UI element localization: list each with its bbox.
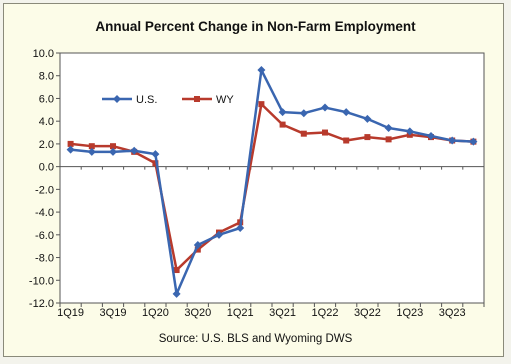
y-tick-label: -6.0: [35, 230, 54, 242]
x-tick-label: 1Q20: [142, 307, 169, 319]
x-tick-label: 3Q21: [269, 307, 296, 319]
x-tick-label: 1Q23: [396, 307, 423, 319]
x-tick-label: 3Q22: [354, 307, 381, 319]
data-point-wy: [110, 143, 116, 150]
data-point-wy: [258, 101, 265, 108]
data-point-us: [342, 108, 351, 117]
data-point-us: [405, 127, 414, 136]
data-point-us: [109, 147, 117, 156]
data-point-us: [215, 230, 223, 239]
data-point-us: [363, 114, 372, 123]
data-point-us: [87, 147, 96, 156]
y-tick-label: 0.0: [39, 162, 54, 174]
y-tick-label: 4.0: [39, 116, 54, 128]
data-point-us: [448, 136, 457, 145]
x-tick-label: 3Q19: [100, 307, 127, 319]
plot-area: [59, 52, 485, 304]
data-point-wy: [364, 134, 371, 141]
data-point-wy: [194, 246, 201, 253]
series-line-us: [70, 68, 474, 296]
data-point-wy: [152, 160, 159, 167]
y-tick-label: -2.0: [35, 184, 54, 196]
legend-marker: [113, 95, 121, 103]
data-point-wy: [67, 140, 74, 147]
data-point-us: [66, 145, 75, 154]
data-point-us: [299, 109, 308, 118]
y-tick-label: -4.0: [35, 207, 54, 219]
data-point-wy: [88, 143, 95, 150]
x-tick-label: 1Q21: [227, 307, 254, 319]
data-point-us: [321, 103, 329, 112]
data-point-wy: [279, 121, 286, 128]
data-point-us: [469, 137, 478, 146]
x-tick-label: 1Q19: [57, 307, 84, 319]
data-point-wy: [343, 137, 350, 144]
x-tick-label: 3Q20: [184, 307, 211, 319]
x-tick-label: 3Q23: [439, 307, 466, 319]
series-line-wy: [70, 102, 474, 272]
data-point-wy: [173, 267, 180, 274]
y-tick-label: 10.0: [33, 48, 54, 60]
data-point-us: [151, 150, 160, 159]
data-point-wy: [322, 129, 328, 136]
y-tick-label: 6.0: [39, 93, 54, 105]
legend-label: WY: [216, 94, 234, 106]
y-tick-label: -12.0: [29, 298, 54, 310]
data-point-us: [257, 66, 266, 75]
data-point-wy: [385, 136, 392, 143]
data-point-us: [278, 108, 287, 117]
data-point-us: [193, 241, 202, 250]
y-tick-label: -10.0: [29, 275, 54, 287]
y-tick-label: -8.0: [35, 253, 54, 265]
chart-title: Annual Percent Change in Non-Farm Employ…: [95, 19, 416, 34]
chart-source: Source: U.S. BLS and Wyoming DWS: [158, 333, 353, 345]
legend-label: U.S.: [136, 94, 157, 106]
data-point-wy: [300, 130, 307, 137]
data-point-us: [236, 224, 245, 232]
y-tick-label: 2.0: [39, 139, 54, 151]
legend-marker: [194, 96, 200, 102]
data-point-us: [130, 146, 139, 155]
x-tick-label: 1Q22: [312, 307, 339, 319]
data-point-us: [172, 289, 181, 298]
data-point-us: [427, 131, 435, 140]
data-point-us: [384, 124, 393, 132]
y-tick-label: 8.0: [39, 71, 54, 83]
